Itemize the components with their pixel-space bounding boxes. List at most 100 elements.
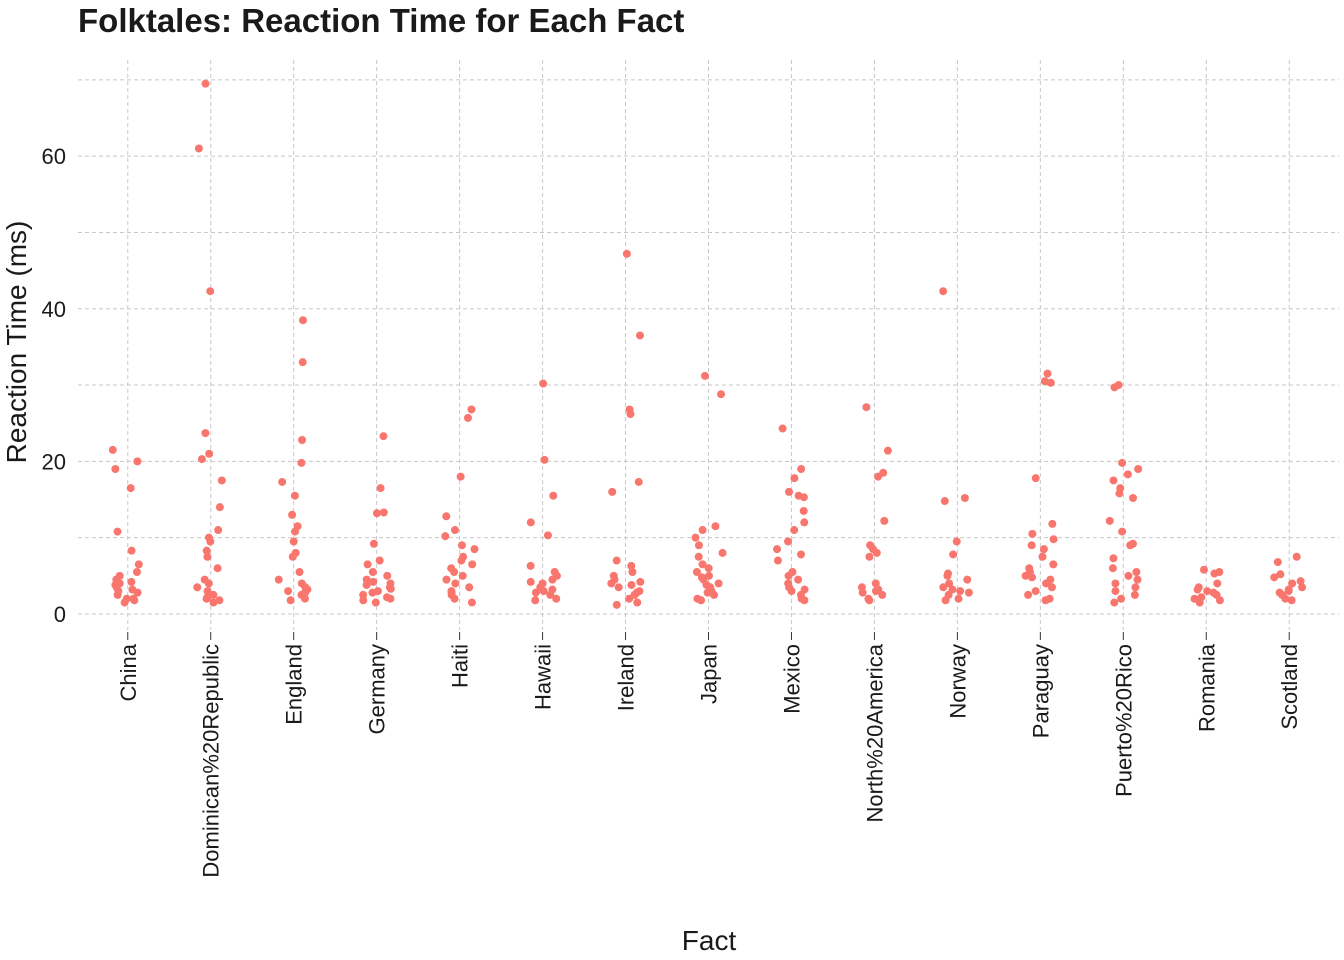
point [288,552,297,561]
point [883,446,892,455]
point [1046,378,1055,387]
point [956,587,965,596]
point [202,546,211,555]
point [941,596,950,605]
point [539,587,548,596]
point [111,580,120,589]
point [289,537,298,546]
point [773,556,782,565]
point [526,577,535,586]
point [206,287,215,296]
point [548,575,557,584]
point [531,588,540,597]
x-tick-label: Haiti [448,644,473,688]
point [1040,377,1049,386]
x-tick-label: Norway [945,644,970,719]
point [1215,596,1224,605]
point [1109,476,1118,485]
x-tick-label: Mexico [779,644,804,714]
point [1117,594,1126,603]
point [711,522,720,531]
point [694,552,703,561]
point [301,588,310,597]
point [127,577,136,586]
point [193,583,202,592]
point [1048,519,1057,528]
point [697,573,706,582]
point [215,503,224,512]
point [1049,535,1058,544]
point [625,594,634,603]
y-tick-label: 40 [42,297,66,322]
point [1209,588,1218,597]
point [633,598,642,607]
point [948,585,957,594]
point [1049,560,1058,569]
x-tick-label: Ireland [614,644,639,711]
point [952,537,961,546]
point [700,371,709,380]
point [201,79,210,88]
point [376,484,385,493]
x-tick-label: England [282,644,307,725]
point [108,445,117,454]
point [1043,369,1052,378]
point [614,583,623,592]
point [1284,585,1293,594]
point [1270,573,1279,582]
x-tick-label: Germany [365,644,390,734]
point [784,537,793,546]
point [1118,458,1127,467]
point [467,405,476,414]
point [447,564,456,573]
point [1027,573,1036,582]
point [539,379,548,388]
point [203,587,212,596]
point [940,497,949,506]
point [540,455,549,464]
x-tick-label: Puerto%20Rico [1111,644,1136,797]
point [1273,558,1282,567]
point [526,518,535,527]
point [1028,529,1037,538]
point [217,476,226,485]
point [1288,579,1297,588]
x-tick-label: Paraguay [1028,644,1053,738]
point [862,403,871,412]
point [457,556,466,565]
point [274,575,283,584]
point [784,571,793,580]
point [214,526,223,535]
point [1110,383,1119,392]
point [626,410,635,419]
point [288,510,297,519]
point [458,571,467,580]
point [442,575,451,584]
point [295,568,304,577]
point [1199,565,1208,574]
point [526,561,535,570]
point [470,545,479,554]
x-axis-title: Fact [682,925,737,956]
x-tick-label: Dominican%20Republic [199,644,224,878]
point [799,506,808,515]
point [954,594,963,603]
point [371,598,380,607]
point [451,579,460,588]
point [1124,571,1133,580]
point [194,144,203,153]
point [465,583,474,592]
point [126,484,135,493]
point [450,594,459,603]
point [790,474,799,483]
point [134,560,143,569]
point [1195,598,1204,607]
point [543,531,552,540]
point [622,249,631,258]
point [1038,552,1047,561]
point [800,518,809,527]
point [698,560,707,569]
point [773,545,782,554]
point [1105,516,1114,525]
point [1042,579,1051,588]
